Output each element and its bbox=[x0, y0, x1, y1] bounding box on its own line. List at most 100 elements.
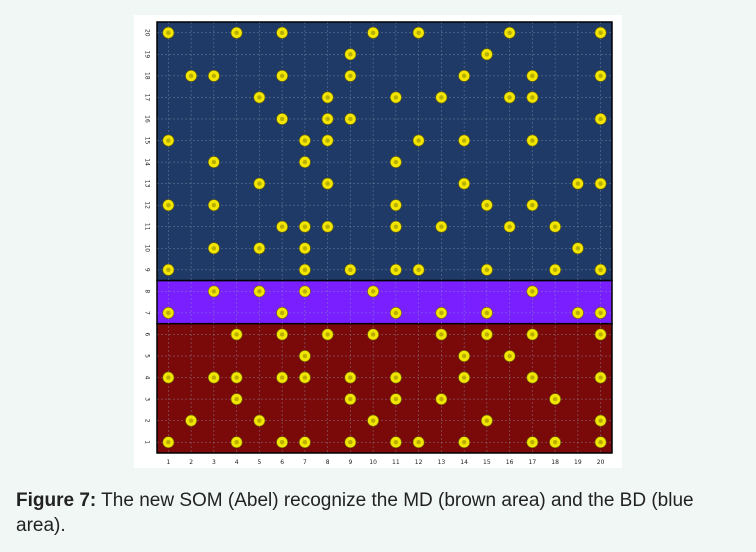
som-node bbox=[480, 48, 493, 61]
som-node-center bbox=[257, 95, 262, 100]
som-node bbox=[480, 307, 493, 319]
som-node-center bbox=[393, 310, 399, 316]
som-node-center bbox=[484, 310, 490, 316]
som-node bbox=[389, 220, 402, 233]
som-node-center bbox=[166, 202, 171, 208]
som-node bbox=[549, 393, 562, 406]
y-tick-label: 8 bbox=[144, 289, 151, 293]
som-node bbox=[321, 220, 334, 233]
som-node bbox=[321, 177, 334, 190]
som-node-center bbox=[370, 289, 376, 294]
som-node-center bbox=[416, 138, 421, 143]
som-node-center bbox=[211, 375, 217, 380]
som-node-center bbox=[302, 138, 308, 143]
som-node-center bbox=[348, 440, 353, 445]
y-tick-label: 7 bbox=[144, 311, 151, 315]
som-node-center bbox=[439, 224, 444, 229]
som-node bbox=[571, 177, 584, 190]
som-node bbox=[253, 285, 266, 298]
y-tick-label: 20 bbox=[144, 29, 151, 37]
som-node bbox=[389, 156, 402, 168]
som-node-center bbox=[598, 181, 603, 186]
som-node-center bbox=[552, 267, 558, 273]
som-node bbox=[230, 371, 243, 384]
som-node bbox=[412, 263, 425, 276]
som-node-center bbox=[211, 246, 217, 251]
som-node-center bbox=[598, 30, 603, 35]
som-node-center bbox=[234, 440, 239, 445]
x-tick-label: 4 bbox=[235, 459, 239, 466]
som-node bbox=[298, 134, 311, 147]
som-node-center bbox=[530, 375, 535, 380]
som-node bbox=[458, 350, 471, 362]
som-node bbox=[435, 307, 448, 319]
som-node bbox=[230, 26, 243, 39]
som-node bbox=[162, 307, 175, 319]
som-node bbox=[276, 113, 289, 125]
som-node-center bbox=[348, 116, 353, 122]
som-node-center bbox=[325, 138, 330, 143]
som-node bbox=[230, 328, 243, 341]
som-node bbox=[367, 328, 380, 341]
som-node-center bbox=[461, 353, 467, 359]
y-tick-label: 3 bbox=[144, 397, 151, 401]
som-node bbox=[594, 69, 607, 82]
som-node-center bbox=[348, 396, 353, 402]
som-node bbox=[594, 436, 607, 449]
som-node-center bbox=[461, 440, 467, 445]
som-node-center bbox=[530, 289, 535, 294]
som-node bbox=[526, 69, 539, 82]
som-node bbox=[503, 91, 516, 104]
som-node bbox=[207, 371, 220, 384]
som-node-center bbox=[166, 138, 171, 143]
som-node bbox=[526, 91, 539, 104]
som-node-center bbox=[552, 224, 558, 229]
som-node-center bbox=[279, 375, 285, 380]
som-node-center bbox=[166, 440, 171, 445]
x-tick-labels: 1 2 3 4 5 6 7 8 9 10 11 12 13 14 15 16 17 18 19 20 bbox=[166, 459, 604, 466]
som-node bbox=[162, 134, 175, 147]
som-node-center bbox=[370, 418, 376, 423]
x-tick-label: 15 bbox=[483, 459, 491, 466]
som-node bbox=[298, 263, 311, 276]
som-node bbox=[185, 69, 198, 82]
som-node bbox=[594, 414, 607, 427]
som-node-center bbox=[166, 375, 171, 380]
region-1 bbox=[156, 279, 613, 325]
som-node-center bbox=[439, 95, 444, 100]
som-node-center bbox=[188, 418, 194, 423]
som-node-center bbox=[257, 418, 262, 423]
som-node bbox=[458, 177, 471, 190]
x-tick-label: 3 bbox=[212, 459, 216, 466]
region-layer bbox=[156, 21, 613, 454]
som-node bbox=[594, 263, 607, 276]
x-tick-label: 16 bbox=[506, 459, 514, 466]
som-node-center bbox=[279, 116, 285, 122]
som-node bbox=[412, 134, 425, 147]
som-node-center bbox=[393, 267, 399, 273]
som-node-center bbox=[234, 332, 239, 337]
som-node-center bbox=[393, 95, 399, 100]
som-node-center bbox=[166, 30, 171, 35]
y-tick-label: 6 bbox=[144, 333, 151, 337]
som-node-center bbox=[370, 30, 376, 35]
x-tick-label: 14 bbox=[460, 459, 468, 466]
som-node bbox=[571, 242, 584, 255]
som-node-center bbox=[416, 30, 421, 35]
som-node-center bbox=[461, 73, 467, 79]
som-node-center bbox=[439, 310, 444, 316]
som-node bbox=[253, 414, 266, 427]
som-node bbox=[389, 199, 402, 212]
plot-frame bbox=[156, 21, 613, 454]
som-node bbox=[412, 436, 425, 449]
som-node bbox=[367, 285, 380, 298]
som-node-center bbox=[530, 440, 535, 445]
x-tick-label: 6 bbox=[280, 459, 284, 466]
som-node bbox=[298, 350, 311, 362]
x-tick-label: 2 bbox=[189, 459, 193, 466]
som-node-center bbox=[257, 289, 262, 294]
som-node bbox=[321, 113, 334, 125]
som-node bbox=[594, 177, 607, 190]
x-tick-label: 10 bbox=[369, 459, 377, 466]
som-node-center bbox=[575, 181, 581, 186]
